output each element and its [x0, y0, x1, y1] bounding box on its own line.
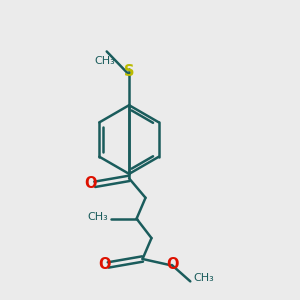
Text: S: S: [124, 64, 134, 79]
Text: CH₃: CH₃: [95, 56, 116, 66]
Text: O: O: [98, 256, 110, 272]
Text: CH₃: CH₃: [193, 273, 214, 284]
Text: CH₃: CH₃: [87, 212, 108, 223]
Text: O: O: [84, 176, 97, 191]
Text: O: O: [167, 256, 179, 272]
